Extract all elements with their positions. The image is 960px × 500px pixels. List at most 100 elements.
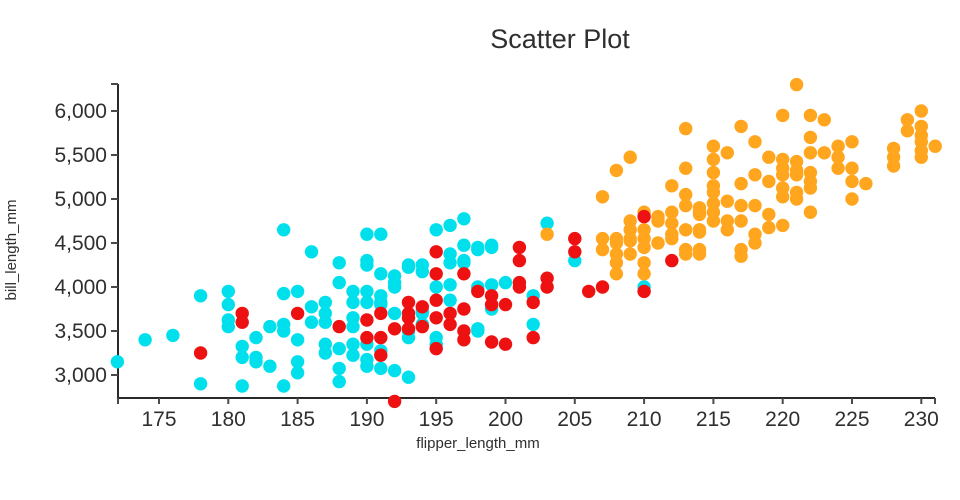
x-axis-label: flipper_length_mm [416,435,539,452]
data-point [568,231,582,246]
data-point [762,150,776,164]
data-point [623,150,637,164]
data-point [457,212,471,226]
data-point [748,236,762,250]
x-tick-label: 205 [557,408,592,431]
data-point [387,280,402,294]
data-point [457,238,471,252]
points-layer [110,77,942,409]
data-point [401,295,416,310]
data-point [374,361,388,376]
data-point [512,280,527,294]
data-point [429,293,443,307]
data-point [290,306,305,321]
data-point [471,242,485,257]
data-point [734,198,748,213]
data-point [374,227,388,241]
y-tick-label: 5,500 [54,144,107,167]
data-point [290,355,305,369]
data-point [526,295,540,310]
data-point [498,337,513,351]
data-point [734,119,748,134]
data-point [582,284,596,299]
data-point [540,227,554,241]
data-point [512,240,527,255]
x-tick-label: 175 [141,408,176,431]
data-point [346,348,360,362]
data-point [859,176,873,191]
data-point [332,319,346,334]
data-point [817,146,831,160]
data-point [332,275,346,290]
data-point [914,150,928,164]
data-point [665,205,679,219]
data-point [374,330,388,345]
data-point [692,207,707,222]
data-point [484,335,499,349]
data-point [484,278,499,292]
data-point [679,198,693,213]
series-orange-group [540,77,942,281]
y-tick-label: 6,000 [54,100,107,123]
data-point [540,280,554,294]
data-point [166,328,180,343]
data-point [360,330,374,345]
data-point [277,379,291,393]
data-point [193,377,208,391]
data-point [706,152,721,167]
data-point [360,359,374,373]
data-point [263,319,277,334]
data-point [498,297,513,312]
data-point [332,374,346,389]
data-point [304,315,319,329]
data-point [498,275,513,290]
y-tick-label: 3,500 [54,320,107,343]
data-point [346,284,360,299]
data-point [706,214,721,228]
data-point [457,256,471,270]
data-point [443,306,457,321]
data-point [665,216,679,230]
data-point [415,300,429,314]
data-point [595,280,610,294]
data-point [900,113,915,127]
data-point [429,280,443,294]
data-point [277,324,291,338]
data-point [443,218,457,233]
data-point [831,150,845,164]
data-point [387,363,402,378]
data-point [360,295,374,310]
data-point [637,284,651,299]
data-point [651,214,665,228]
data-point [637,240,651,255]
data-point [235,350,249,365]
data-point [540,216,554,230]
data-point [290,284,305,299]
x-tick-label: 200 [488,408,523,431]
data-point [679,187,693,202]
y-tick-label: 4,000 [54,276,107,299]
data-point [845,192,859,206]
data-point [346,319,360,334]
data-point [762,207,776,222]
data-point [831,161,845,175]
data-point [471,284,485,299]
data-point [720,194,734,208]
data-point [401,322,416,336]
data-point [692,225,707,239]
data-point [595,242,610,257]
data-point [471,324,485,338]
data-point [318,346,332,360]
series-red-group [193,209,679,409]
data-point [762,220,776,235]
data-point [290,333,305,347]
x-tick-label: 225 [834,408,869,431]
data-point [318,315,332,329]
data-point [734,176,748,191]
data-point [484,297,499,312]
data-point [415,264,429,279]
data-point [595,231,610,246]
x-tick-label: 190 [349,408,384,431]
